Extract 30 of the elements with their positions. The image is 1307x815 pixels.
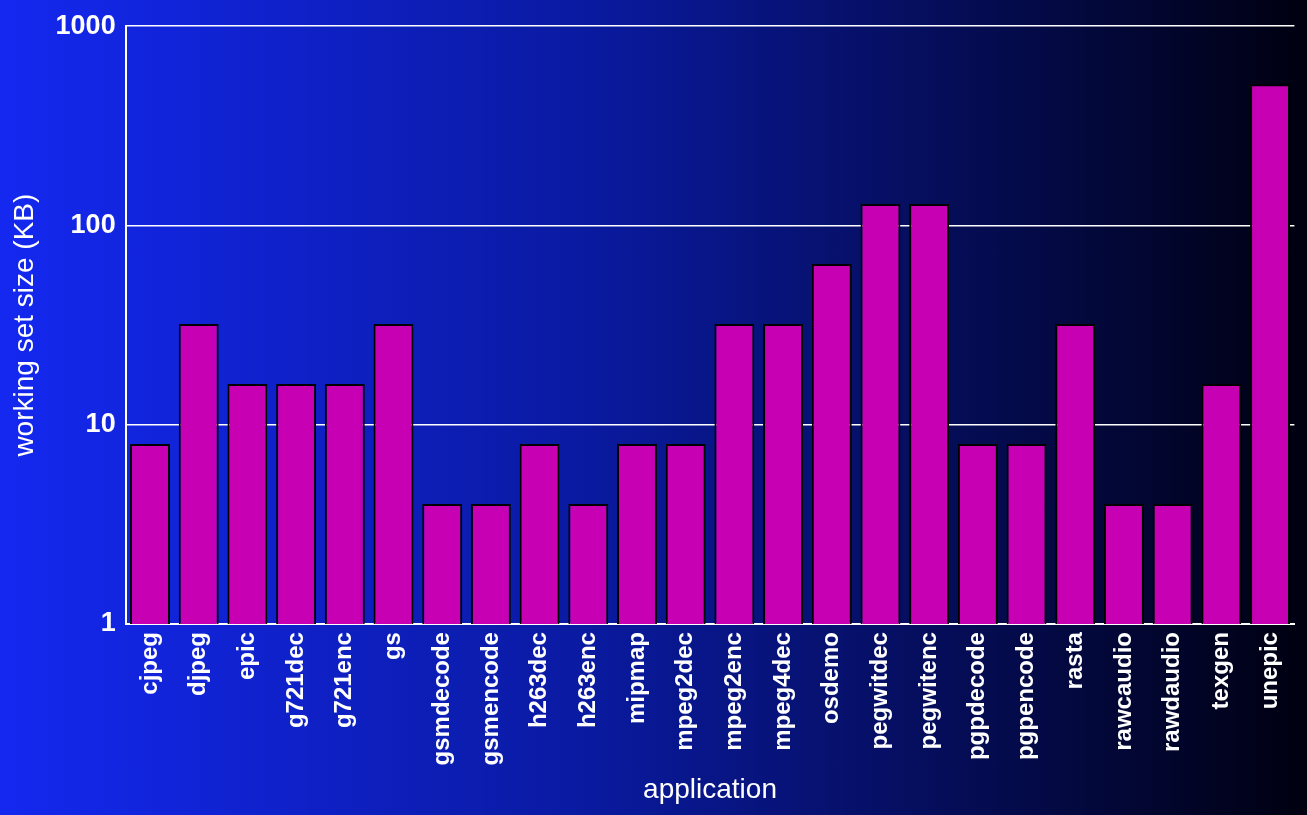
x-tick-label: pgpdecode xyxy=(962,632,990,761)
x-tick-label: g721dec xyxy=(280,632,308,729)
x-tick-label: pegwitdec xyxy=(865,632,893,750)
x-tick-label: texgen xyxy=(1205,632,1233,710)
x-tick-label: mipmap xyxy=(621,632,649,725)
y-axis-title: working set size (KB) xyxy=(7,193,39,458)
x-axis-title: application xyxy=(643,772,777,804)
x-tick-label: gsmdecode xyxy=(426,632,454,766)
y-tick-label: 1000 xyxy=(55,9,116,40)
y-tick-label: 100 xyxy=(70,208,116,239)
y-tick-label: 10 xyxy=(85,408,116,439)
x-tick-label: rawcaudio xyxy=(1108,632,1136,751)
x-tick-label: pgpencode xyxy=(1011,632,1039,761)
x-tick-label: epic xyxy=(232,632,260,681)
y-tick-label: 1 xyxy=(100,607,116,638)
x-tick-label: mpeg2enc xyxy=(719,632,746,751)
x-tick-label: osdemo xyxy=(816,632,844,725)
x-tick-label: h263enc xyxy=(572,632,600,729)
x-tick-label: pegwitenc xyxy=(913,632,941,750)
x-tick-label: h263dec xyxy=(524,632,552,729)
x-tick-label: gs xyxy=(378,632,406,661)
x-tick-label: unepic xyxy=(1254,632,1282,710)
x-tick-label: rasta xyxy=(1059,631,1087,690)
x-tick-label: rawdaudio xyxy=(1157,632,1185,753)
x-tick-label: mpeg4dec xyxy=(767,632,795,751)
x-tick-label: mpeg2dec xyxy=(670,632,698,751)
x-tick-label: djpeg xyxy=(183,632,211,697)
x-tick-label: cjpeg xyxy=(134,632,162,695)
x-tick-label: g721enc xyxy=(329,632,357,729)
x-tick-label: gsmencode xyxy=(475,632,503,766)
